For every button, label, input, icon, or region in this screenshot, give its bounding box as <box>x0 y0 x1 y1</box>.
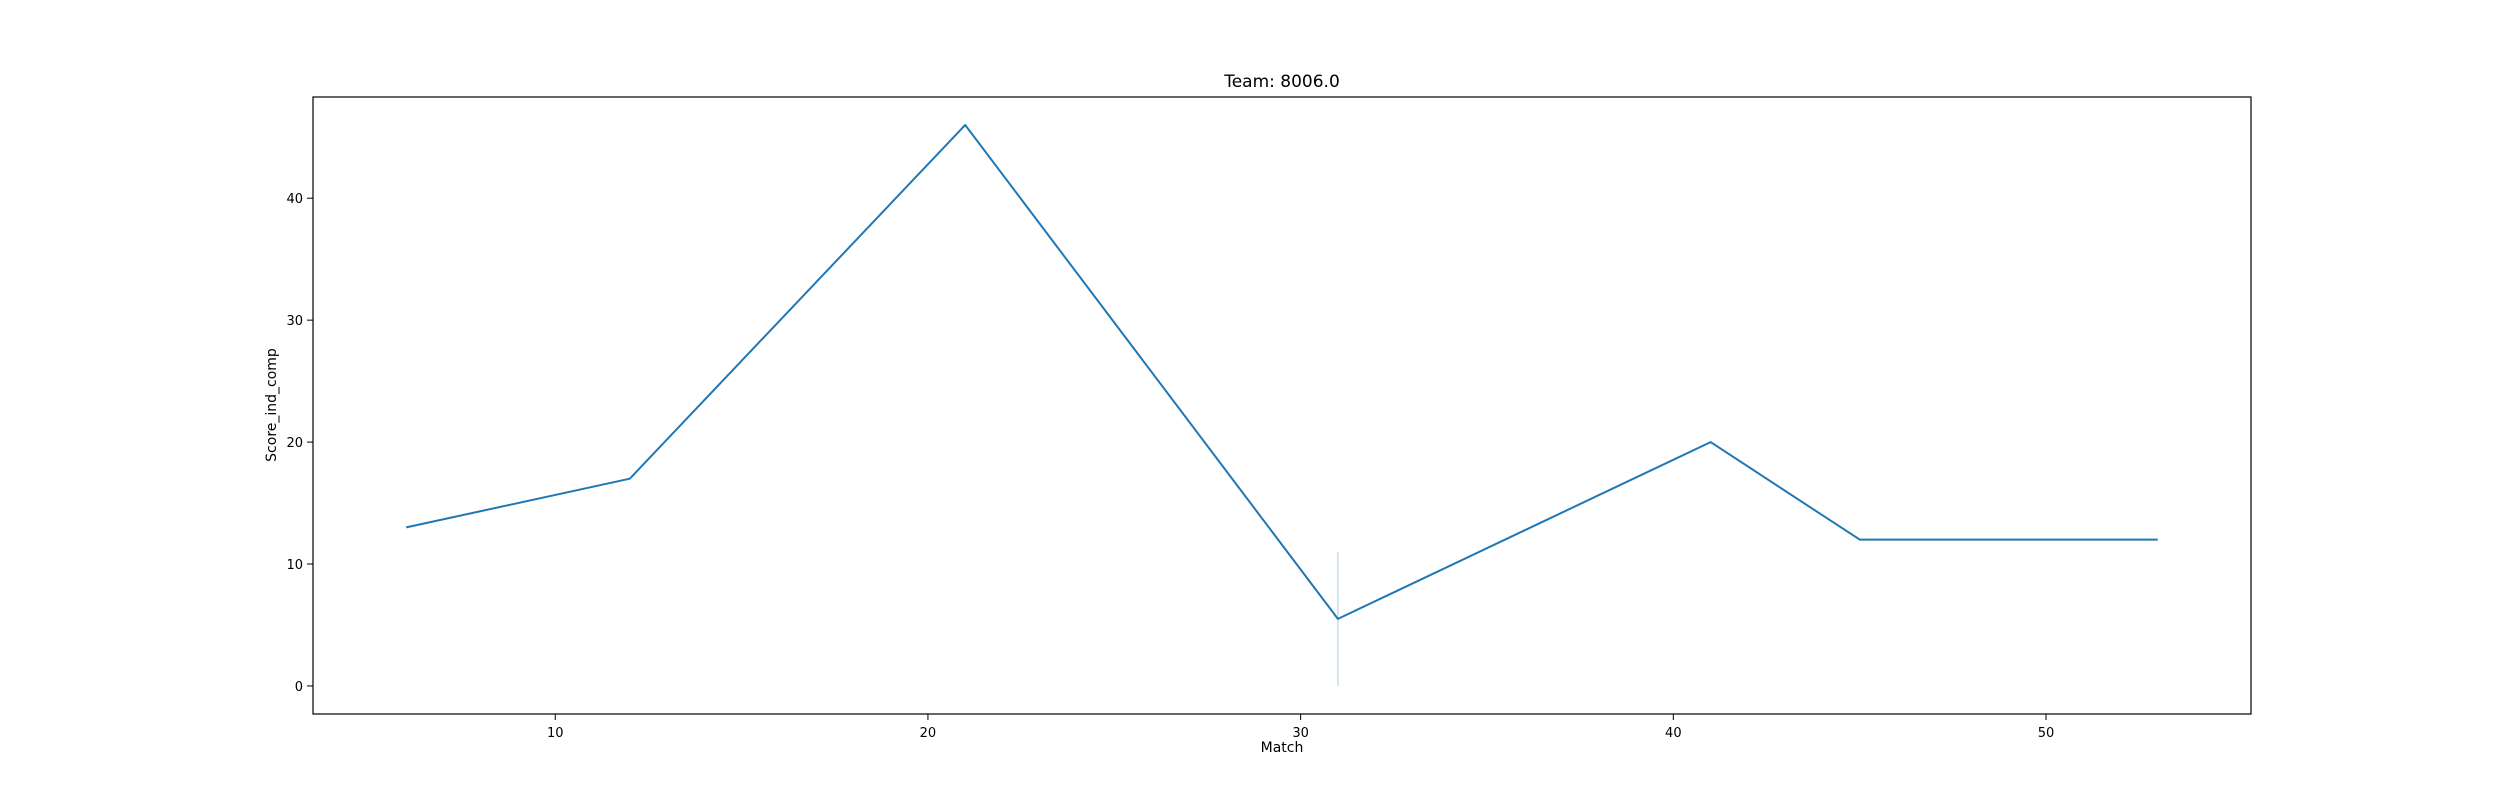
x-tick-label: 20 <box>920 726 937 741</box>
series-lines <box>405 124 2158 620</box>
y-tick-label: 20 <box>286 436 303 451</box>
y-tick-label: 40 <box>286 192 303 207</box>
y-tick-label: 30 <box>286 314 303 329</box>
y-axis-label: Score_ind_comp <box>264 348 280 462</box>
x-tick-label: 30 <box>1292 726 1309 741</box>
chart-title: Team: 8006.0 <box>1223 72 1340 92</box>
plot-area-frame <box>312 96 2252 715</box>
x-axis-label: Match <box>1261 740 1304 756</box>
y-tick-label: 10 <box>286 558 303 573</box>
x-tick-label: 10 <box>547 726 564 741</box>
x-tick-label: 50 <box>2038 726 2055 741</box>
x-tick-label: 40 <box>1665 726 1682 741</box>
y-axis: 0 10 20 30 40 <box>286 192 313 695</box>
y-tick-label: 0 <box>295 680 303 695</box>
series-line <box>405 124 2158 620</box>
x-axis: 10 20 30 40 50 <box>547 714 2054 741</box>
